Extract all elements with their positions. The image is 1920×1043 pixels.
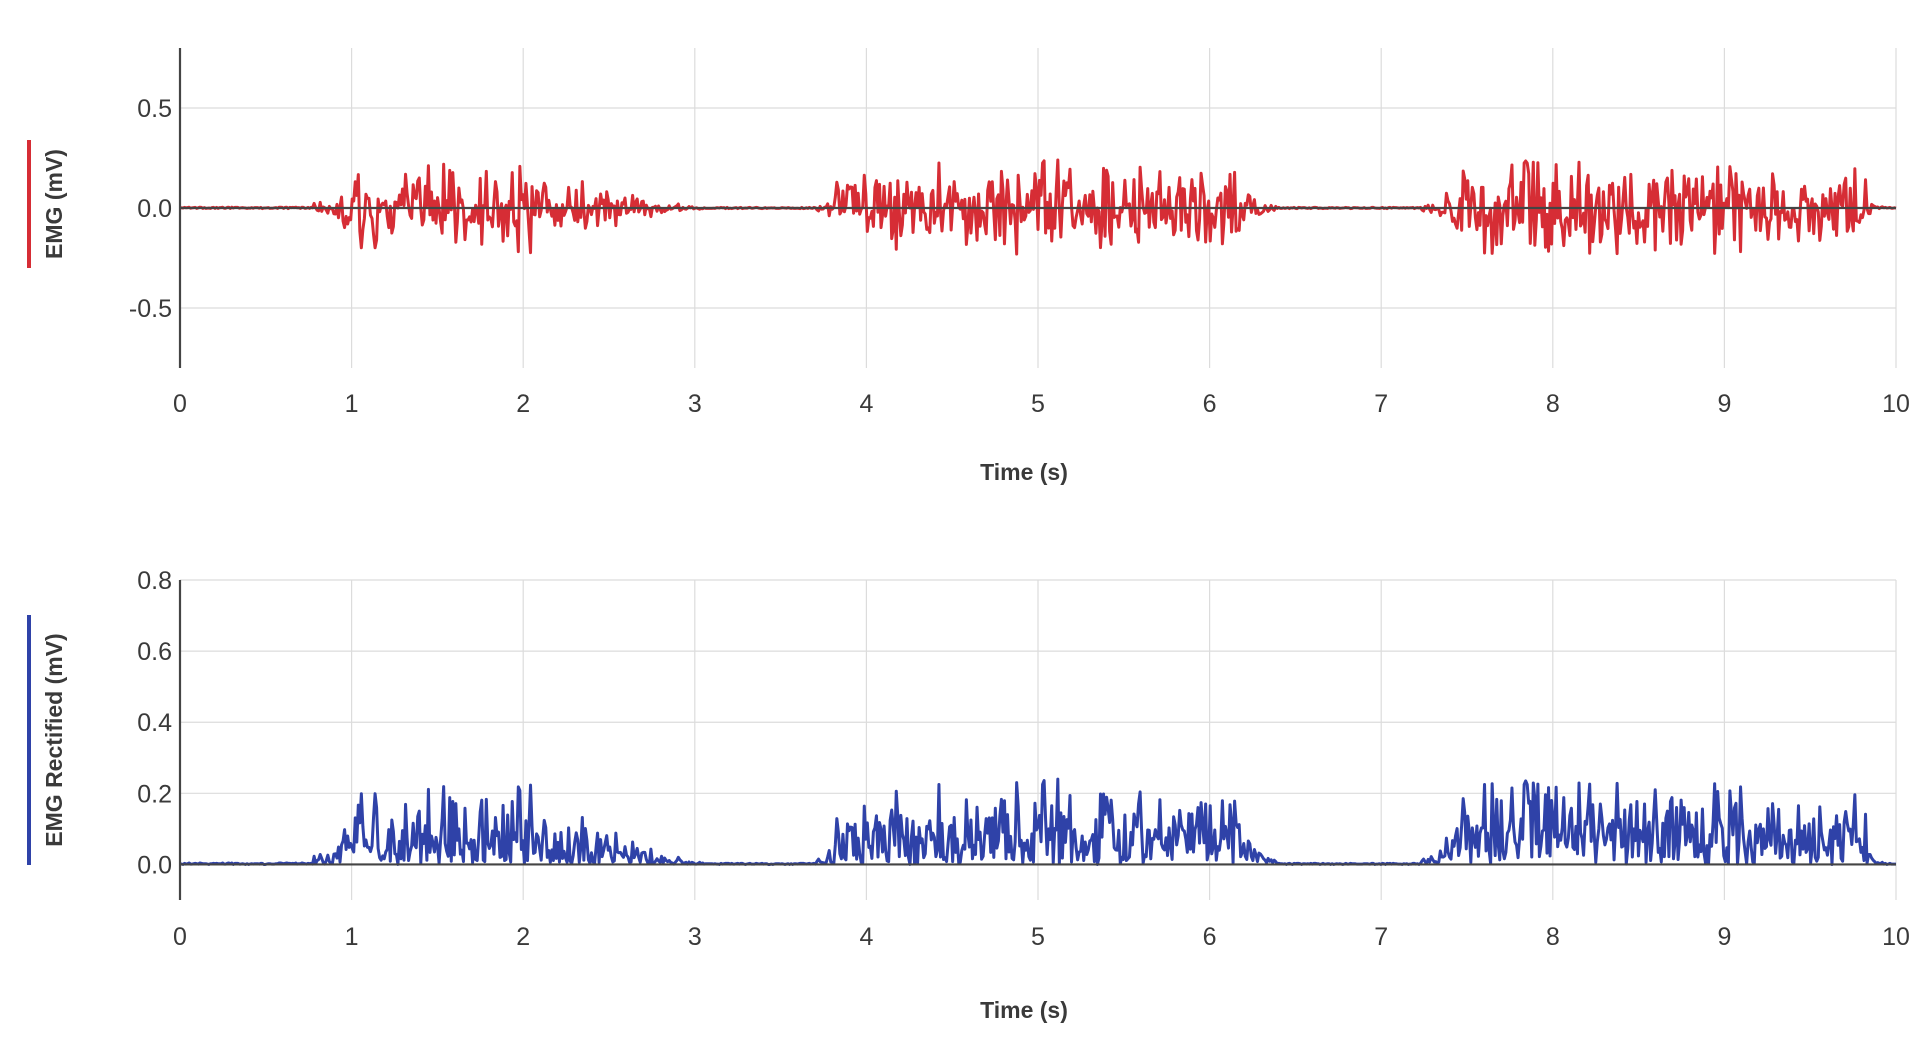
- emg-rectified-x-ticks: 0 1 2 3 4 5 6 7 8 9 10: [173, 923, 1910, 951]
- emg-rectified-x-axis-title: Time (s): [980, 997, 1068, 1023]
- emg-raw-series-layer: [179, 158, 1897, 256]
- emg-rectified-panel: 0 1 2 3 4 5 6 7 8 9 10 0.0 0.2 0.4 0.6 0.8 Time (s) EM…: [27, 567, 1910, 1023]
- emg-rectified-series-line: [179, 777, 1896, 866]
- emg-raw-x-tick-label: 7: [1374, 390, 1388, 418]
- emg-raw-x-tick-label: 0: [173, 390, 187, 418]
- emg-raw-y-tick-label: -0.5: [129, 295, 172, 323]
- emg-raw-series-line: [179, 158, 1897, 256]
- emg-raw-y-tick-label: 0.0: [137, 195, 172, 223]
- emg-rectified-series-layer: [179, 777, 1896, 866]
- emg-raw-x-ticks: 0 1 2 3 4 5 6 7 8 9 10: [173, 390, 1910, 418]
- emg-rectified-x-tick-label: 2: [516, 923, 530, 951]
- emg-rectified-y-tick-label: 0.0: [137, 851, 172, 879]
- emg-rectified-x-tick-label: 5: [1031, 923, 1045, 951]
- emg-rectified-y-tick-label: 0.2: [137, 780, 172, 808]
- emg-rectified-x-tick-label: 10: [1882, 923, 1910, 951]
- emg-raw-y-axis-color-marker: [27, 140, 31, 268]
- emg-raw-x-tick-label: 2: [516, 390, 530, 418]
- emg-rectified-axes: [178, 580, 1896, 900]
- emg-raw-x-tick-label: 4: [859, 390, 873, 418]
- emg-rectified-x-tick-label: 8: [1546, 923, 1560, 951]
- emg-rectified-x-tick-label: 4: [859, 923, 873, 951]
- emg-raw-y-tick-label: 0.5: [137, 95, 172, 123]
- emg-raw-x-axis-title: Time (s): [980, 459, 1068, 485]
- emg-rectified-x-tick-label: 7: [1374, 923, 1388, 951]
- emg-raw-x-tick-label: 8: [1546, 390, 1560, 418]
- emg-raw-panel: 0 1 2 3 4 5 6 7 8 9 10 -0.5 0.0 0.5 Time (s) EMG (mV…: [27, 48, 1910, 485]
- emg-raw-x-tick-label: 3: [688, 390, 702, 418]
- emg-raw-x-tick-label: 6: [1203, 390, 1217, 418]
- emg-raw-x-tick-label: 5: [1031, 390, 1045, 418]
- emg-rectified-x-tick-label: 1: [345, 923, 359, 951]
- emg-rectified-x-tick-label: 6: [1203, 923, 1217, 951]
- emg-raw-y-ticks: -0.5 0.0 0.5: [129, 95, 172, 323]
- emg-raw-x-tick-label: 10: [1882, 390, 1910, 418]
- emg-rectified-y-tick-label: 0.8: [137, 567, 172, 595]
- emg-rectified-y-ticks: 0.0 0.2 0.4 0.6 0.8: [137, 567, 172, 879]
- emg-raw-x-tick-label: 1: [345, 390, 359, 418]
- emg-rectified-x-tick-label: 0: [173, 923, 187, 951]
- emg-rectified-y-tick-label: 0.6: [137, 638, 172, 666]
- emg-raw-x-tick-label: 9: [1717, 390, 1731, 418]
- emg-raw-y-axis-title: EMG (mV): [41, 149, 67, 259]
- emg-rectified-x-tick-label: 3: [688, 923, 702, 951]
- emg-rectified-x-tick-label: 9: [1717, 923, 1731, 951]
- emg-rectified-y-axis-title: EMG Rectified (mV): [41, 633, 67, 846]
- emg-rectified-y-tick-label: 0.4: [137, 709, 172, 737]
- emg-rectified-y-axis-color-marker: [27, 615, 31, 865]
- emg-raw-axes: [178, 48, 1896, 368]
